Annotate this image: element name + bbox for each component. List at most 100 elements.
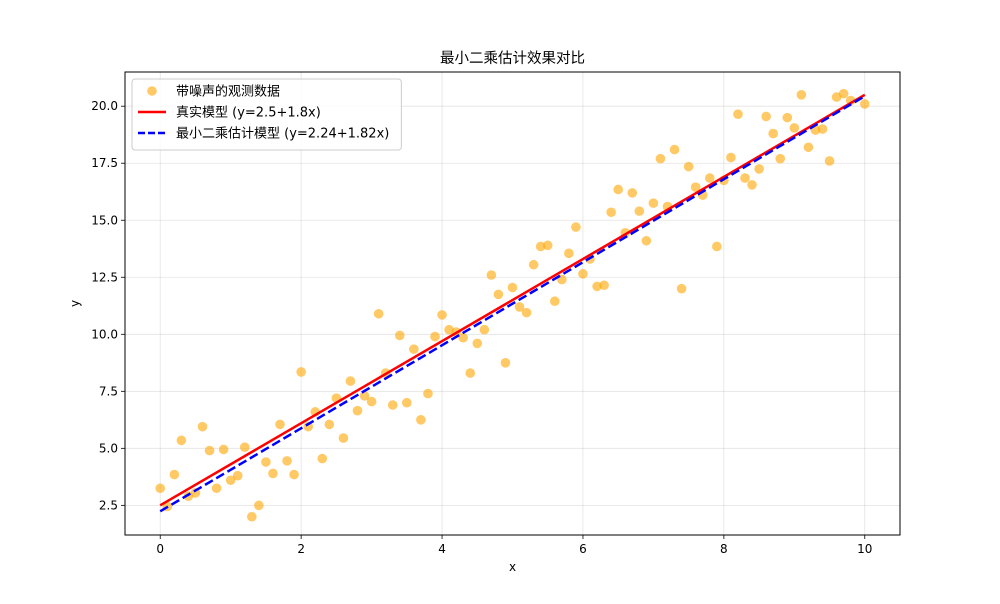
scatter-point [859, 99, 870, 109]
scatter-point [211, 483, 222, 494]
scatter-point [352, 405, 363, 416]
scatter-point [683, 161, 694, 172]
scatter-point [578, 269, 588, 279]
scatter-point [747, 180, 757, 190]
scatter-point [176, 435, 187, 446]
scatter-point [458, 332, 468, 343]
scatter-point [564, 248, 574, 259]
axis-ticks: 0 2 4 6 8 10 2.5 5.0 7.5 10.0 12.5 15.0 17.5 20.0 [91, 99, 872, 556]
scatter-point [712, 241, 722, 252]
scatter-point [704, 173, 715, 183]
legend-marker [147, 86, 157, 96]
scatter-point [754, 164, 764, 174]
scatter-point [493, 289, 504, 300]
x-tick-label: 6 [579, 542, 587, 556]
scatter-point [387, 400, 398, 410]
scatter-point [366, 396, 377, 407]
scatter-point [549, 296, 560, 307]
scatter-point [247, 511, 257, 522]
scatter-point [824, 156, 835, 166]
y-tick-label: 20.0 [91, 99, 118, 113]
scatter-point [542, 240, 553, 251]
scatter-point [535, 241, 546, 252]
scatter-point [289, 469, 299, 480]
scatter-point [592, 281, 602, 292]
scatter-point [409, 344, 419, 354]
x-tick-label: 4 [438, 542, 446, 556]
legend-label: 最小二乘估计模型 (y=2.24+1.82x) [176, 127, 389, 142]
x-tick-label: 0 [156, 542, 164, 556]
scatter-point [472, 338, 483, 349]
x-axis-label: x [509, 560, 516, 574]
plot-data [155, 88, 870, 522]
scatter-point [225, 475, 236, 486]
scatter-point [296, 367, 306, 377]
scatter-point [803, 142, 814, 153]
true-model-line [159, 93, 866, 507]
scatter-point [733, 109, 743, 119]
scatter-point [740, 173, 750, 183]
scatter-point [430, 331, 440, 342]
y-axis-label: y [68, 300, 82, 307]
scatter-point [197, 421, 208, 432]
x-tick-label: 8 [720, 542, 728, 556]
scatter-point [155, 483, 166, 494]
scatter-point [204, 445, 215, 456]
scatter-point [838, 88, 849, 99]
scatter-point [345, 376, 356, 386]
scatter-point [359, 391, 370, 401]
scatter-point [465, 368, 476, 378]
scatter-point [775, 153, 786, 164]
scatter-point [599, 280, 609, 291]
scatter-point [218, 444, 229, 455]
scatter-point [486, 270, 497, 280]
scatter-point [317, 453, 328, 464]
plot-frame [124, 71, 901, 536]
scatter-point [528, 259, 539, 270]
scatter-point [789, 123, 800, 133]
y-tick-label: 2.5 [99, 498, 118, 512]
scatter-point [239, 442, 250, 452]
least-squares-line [159, 95, 866, 513]
y-tick-label: 12.5 [91, 270, 118, 284]
scatter-point [268, 468, 278, 479]
scatter-point [613, 184, 623, 195]
scatter-point [423, 388, 433, 399]
scatter-point [641, 235, 652, 246]
y-tick-label: 15.0 [91, 213, 118, 227]
scatter-point [817, 124, 828, 134]
scatter-point [254, 500, 264, 511]
scatter-point [261, 457, 271, 467]
legend-box [131, 78, 402, 151]
scatter-point [782, 112, 793, 123]
scatter-point [402, 397, 412, 408]
scatter-point [634, 206, 645, 216]
scatter-point [726, 152, 736, 163]
y-tick-label: 5.0 [99, 441, 118, 455]
grid [125, 72, 900, 535]
scatter-point [507, 282, 518, 293]
scatter-point [416, 415, 426, 425]
scatter-point [606, 207, 616, 218]
scatter-point [232, 470, 243, 481]
scatter-point [324, 419, 335, 430]
scatter-point [500, 358, 511, 368]
scatter-point [437, 310, 447, 320]
scatter-point [676, 283, 687, 294]
x-tick-label: 10 [857, 542, 872, 556]
scatter-point [373, 308, 384, 319]
scatter-point [768, 128, 778, 139]
y-tick-label: 17.5 [91, 156, 118, 170]
scatter-point [169, 469, 180, 480]
scatter-point [796, 90, 807, 100]
scatter-point [690, 182, 701, 192]
scatter-point [648, 198, 659, 208]
scatter-point [655, 153, 666, 164]
scatter-point [394, 330, 405, 341]
chart-title: 最小二乘估计效果对比 [440, 50, 585, 67]
scatter-point [669, 144, 680, 155]
legend-label: 带噪声的观测数据 [176, 84, 280, 100]
